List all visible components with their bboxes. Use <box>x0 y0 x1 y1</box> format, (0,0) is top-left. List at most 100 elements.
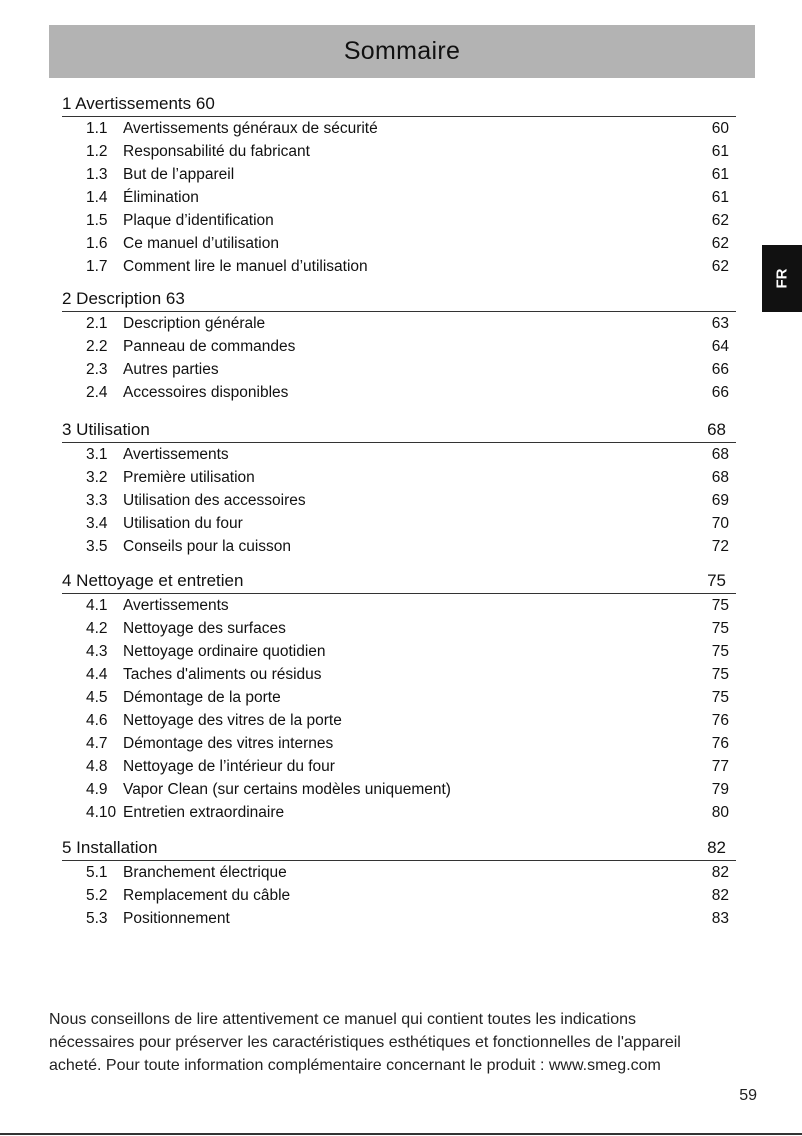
entry-label: Avertissements généraux de sécurité <box>123 120 378 137</box>
language-label: FR <box>773 268 791 289</box>
entry-label: Remplacement du câble <box>123 887 291 904</box>
toc-entry[interactable]: 4.7 Démontage des vitres internes 76 <box>62 732 736 755</box>
toc-entry[interactable]: 1.7 Comment lire le manuel d’utilisation 6… <box>62 255 736 278</box>
entry-number: 2.4 <box>86 384 108 401</box>
entry-page: 60 <box>711 120 729 137</box>
entry-page: 66 <box>711 361 729 378</box>
entry-label: Taches d'aliments ou résidus <box>123 666 322 683</box>
section-items: 3.1 Avertissements 68 3.2 Première utilisati… <box>62 443 736 558</box>
entry-number: 1.3 <box>86 166 108 183</box>
entry-number: 4.1 <box>86 597 108 614</box>
toc-entry[interactable]: 2.1 Description générale 63 <box>62 312 736 335</box>
entry-label: Avertissements <box>123 597 229 614</box>
toc-entry[interactable]: 1.3 But de l’appareil 61 <box>62 163 736 186</box>
entry-page: 75 <box>711 666 729 683</box>
toc-entry[interactable]: 3.4 Utilisation du four 70 <box>62 512 736 535</box>
entry-page: 69 <box>711 492 729 509</box>
toc-entry[interactable]: 3.2 Première utilisation 68 <box>62 466 736 489</box>
toc-section: 1 Avertissements 60 1.1 Avertissements gén… <box>62 91 736 278</box>
entry-label: Entretien extraordinaire <box>123 804 285 821</box>
entry-number: 5.2 <box>86 887 108 904</box>
entry-label: Utilisation du four <box>123 515 243 532</box>
entry-page: 62 <box>711 212 729 229</box>
toc-entry[interactable]: 1.1 Avertissements généraux de sécurité 60 <box>62 117 736 140</box>
toc-entry[interactable]: 5.1 Branchement électrique 82 <box>62 861 736 884</box>
page-number: 59 <box>739 1087 757 1104</box>
entry-page: 75 <box>711 597 729 614</box>
entry-number: 1.4 <box>86 189 108 206</box>
entry-number: 4.3 <box>86 643 108 660</box>
entry-page: 68 <box>711 446 729 463</box>
entry-label: Responsabilité du fabricant <box>123 143 310 160</box>
bottom-rule <box>0 1133 802 1135</box>
entry-label: Autres parties <box>123 361 219 378</box>
section-page: 75 <box>707 570 726 590</box>
entry-number: 4.4 <box>86 666 108 683</box>
section-items: 2.1 Description générale 63 2.2 Panneau de c… <box>62 312 736 404</box>
entry-page: 66 <box>711 384 729 401</box>
toc-entry[interactable]: 1.5 Plaque d’identification 62 <box>62 209 736 232</box>
toc-entry[interactable]: 5.3 Positionnement 83 <box>62 907 736 930</box>
entry-number: 2.2 <box>86 338 108 355</box>
section-title: 1 Avertissements 60 <box>62 93 215 113</box>
entry-label: But de l’appareil <box>123 166 235 183</box>
entry-page: 63 <box>711 315 729 332</box>
entry-label: Première utilisation <box>123 469 255 486</box>
entry-number: 4.6 <box>86 712 108 729</box>
toc-entry[interactable]: 4.4 Taches d'aliments ou résidus 75 <box>62 663 736 686</box>
entry-number: 1.5 <box>86 212 108 229</box>
toc-entry[interactable]: 1.2 Responsabilité du fabricant 61 <box>62 140 736 163</box>
toc-entry[interactable]: 4.2 Nettoyage des surfaces 75 <box>62 617 736 640</box>
entry-page: 75 <box>711 620 729 637</box>
section-items: 1.1 Avertissements généraux de sécurité 60… <box>62 117 736 278</box>
entry-page: 77 <box>711 758 729 775</box>
entry-number: 4.8 <box>86 758 108 775</box>
section-title: 5 Installation <box>62 837 158 857</box>
section-heading[interactable]: 5 Installation 82 <box>62 835 736 861</box>
entry-page: 82 <box>711 864 729 881</box>
section-heading[interactable]: 4 Nettoyage et entretien 75 <box>62 568 736 594</box>
entry-page: 68 <box>711 469 729 486</box>
toc-entry[interactable]: 4.1 Avertissements 75 <box>62 594 736 617</box>
toc-entry[interactable]: 4.6 Nettoyage des vitres de la porte 76 <box>62 709 736 732</box>
toc-entry[interactable]: 2.2 Panneau de commandes 64 <box>62 335 736 358</box>
entry-page: 80 <box>711 804 729 821</box>
entry-label: Nettoyage ordinaire quotidien <box>123 643 326 660</box>
page-title: Sommaire <box>343 37 461 65</box>
entry-number: 3.1 <box>86 446 108 463</box>
entry-number: 1.6 <box>86 235 108 252</box>
entry-page: 72 <box>711 538 729 555</box>
section-heading[interactable]: 1 Avertissements 60 <box>62 91 736 117</box>
toc-entry[interactable]: 4.3 Nettoyage ordinaire quotidien 75 <box>62 640 736 663</box>
entry-number: 2.3 <box>86 361 108 378</box>
entry-number: 3.5 <box>86 538 108 555</box>
toc-entry[interactable]: 2.4 Accessoires disponibles 66 <box>62 381 736 404</box>
entry-page: 76 <box>711 735 729 752</box>
entry-label: Nettoyage des vitres de la porte <box>123 712 342 729</box>
section-heading[interactable]: 3 Utilisation 68 <box>62 417 736 443</box>
toc-entry[interactable]: 3.5 Conseils pour la cuisson 72 <box>62 535 736 558</box>
toc-entry[interactable]: 1.4 Élimination 61 <box>62 186 736 209</box>
section-page: 68 <box>707 419 726 439</box>
entry-page: 75 <box>711 643 729 660</box>
toc-entry[interactable]: 4.9 Vapor Clean (sur certains modèles uni… <box>62 778 736 801</box>
entry-page: 61 <box>711 189 729 206</box>
entry-label: Description générale <box>123 315 266 332</box>
entry-page: 61 <box>711 166 729 183</box>
toc-entry[interactable]: 3.3 Utilisation des accessoires 69 <box>62 489 736 512</box>
toc-entry[interactable]: 4.10 Entretien extraordinaire 80 <box>62 801 736 824</box>
entry-label: Utilisation des accessoires <box>123 492 306 509</box>
section-heading[interactable]: 2 Description 63 <box>62 286 736 312</box>
toc-entry[interactable]: 1.6 Ce manuel d’utilisation 62 <box>62 232 736 255</box>
entry-number: 4.2 <box>86 620 108 637</box>
entry-page: 82 <box>711 887 729 904</box>
language-tab: FR <box>762 245 802 312</box>
toc-entry[interactable]: 5.2 Remplacement du câble 82 <box>62 884 736 907</box>
toc-entry[interactable]: 4.5 Démontage de la porte 75 <box>62 686 736 709</box>
toc-entry[interactable]: 3.1 Avertissements 68 <box>62 443 736 466</box>
toc-entry[interactable]: 2.3 Autres parties 66 <box>62 358 736 381</box>
entry-label: Positionnement <box>123 910 230 927</box>
entry-number: 1.2 <box>86 143 108 160</box>
toc-entry[interactable]: 4.8 Nettoyage de l’intérieur du four 77 <box>62 755 736 778</box>
section-title: 4 Nettoyage et entretien <box>62 570 244 590</box>
